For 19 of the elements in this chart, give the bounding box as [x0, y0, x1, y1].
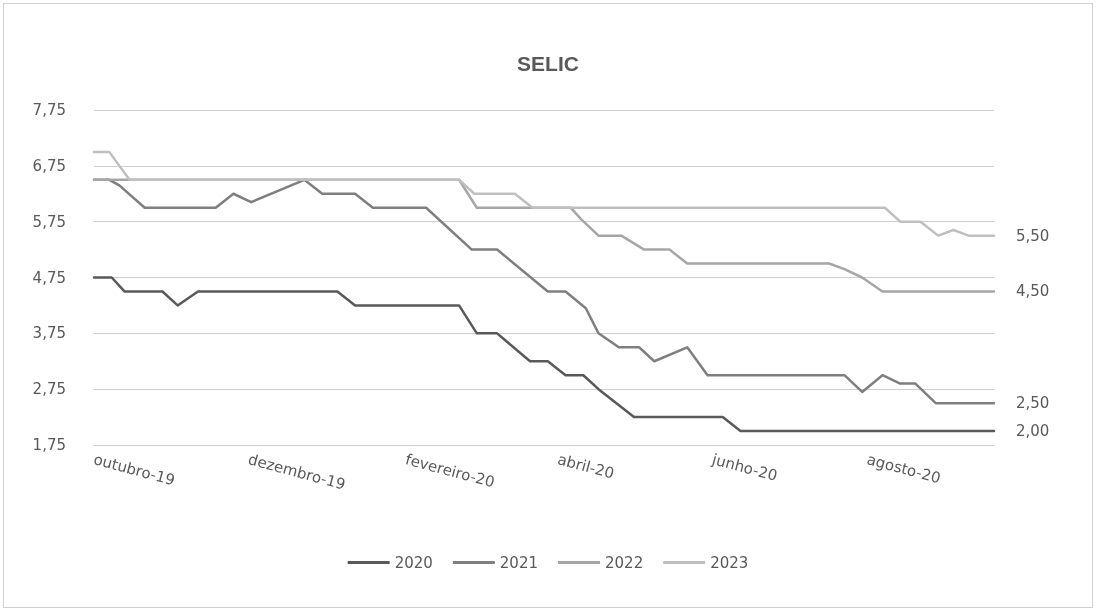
legend-label: 2021 [499, 553, 539, 572]
legend-label: 2023 [710, 553, 749, 572]
y-tick-label: 1,75 [32, 436, 66, 454]
y-tick-label: 3,75 [32, 324, 66, 343]
y-tick-label: 7,75 [32, 101, 66, 119]
data-label: 2,50 [1016, 394, 1050, 413]
data-label: 4,50 [1016, 282, 1050, 301]
chart-title: SELIC [517, 52, 579, 75]
y-tick-label: 6,75 [32, 156, 66, 175]
y-tick-label: 4,75 [32, 268, 66, 287]
data-label: 5,50 [1016, 226, 1050, 245]
line-series [92, 276, 996, 433]
line-series [92, 150, 996, 237]
y-tick-label: 2,75 [32, 380, 66, 399]
x-tick-label: abril-20 [555, 450, 617, 483]
legend-label: 2020 [394, 553, 433, 572]
y-tick-label: 5,75 [32, 212, 66, 231]
data-label: 2,00 [1016, 422, 1050, 441]
legend-label: 2022 [605, 553, 644, 572]
